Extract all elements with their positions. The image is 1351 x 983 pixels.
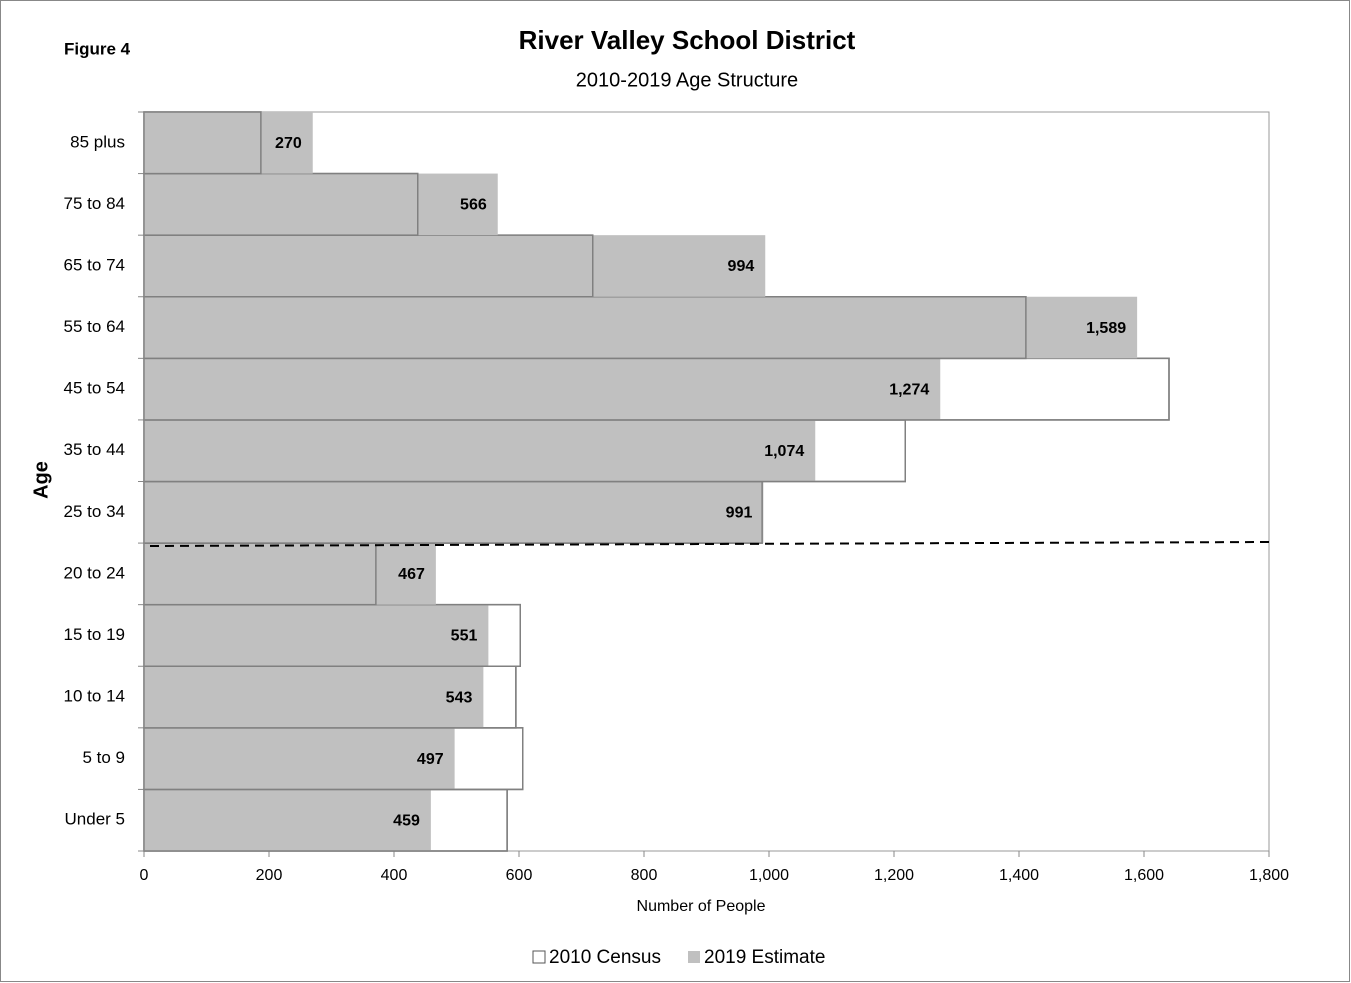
value-label: 459 xyxy=(393,812,420,829)
y-tick-label: Under 5 xyxy=(65,810,125,829)
x-tick-label: 1,200 xyxy=(874,867,914,884)
bar-2019 xyxy=(144,727,455,790)
value-label: 551 xyxy=(451,628,478,645)
x-tick-label: 600 xyxy=(506,867,533,884)
divider-line xyxy=(149,541,1270,547)
legend: 2010 Census 2019 Estimate xyxy=(532,947,825,968)
x-tick-label: 1,400 xyxy=(999,867,1039,884)
legend-label: 2019 Estimate xyxy=(704,947,825,968)
bar-2019 xyxy=(144,173,498,236)
y-tick-label: 5 to 9 xyxy=(82,748,125,767)
plot: 0 200 400 600 800 1,000 1,200 1,400 1,600 1,800 Un… xyxy=(64,111,1289,884)
x-tick-label: 400 xyxy=(381,867,408,884)
legend-swatch xyxy=(532,950,546,964)
value-label: 1,074 xyxy=(764,443,804,460)
value-label: 566 xyxy=(460,197,487,214)
bar-2019 xyxy=(144,789,431,851)
chart-title: River Valley School District xyxy=(519,25,856,55)
x-tick-label: 0 xyxy=(140,867,149,884)
x-axis-label: Number of People xyxy=(637,898,766,915)
y-tick-label: 55 to 64 xyxy=(64,317,125,336)
value-label: 994 xyxy=(728,258,755,275)
figure-label: Figure 4 xyxy=(64,39,131,58)
y-tick-label: 85 plus xyxy=(70,132,125,151)
value-label: 1,589 xyxy=(1086,320,1126,337)
value-label: 543 xyxy=(446,689,473,706)
y-tick-label: 65 to 74 xyxy=(64,255,125,274)
x-tick-label: 800 xyxy=(631,867,658,884)
chart-subtitle: 2010-2019 Age Structure xyxy=(576,69,798,91)
legend-swatch xyxy=(688,951,700,963)
x-tick-label: 1,600 xyxy=(1124,867,1164,884)
y-axis-label: Age xyxy=(30,461,52,499)
bar-2019 xyxy=(144,235,766,297)
bar-2019 xyxy=(144,112,313,174)
y-tick-label: 10 to 14 xyxy=(64,687,125,706)
value-label: 467 xyxy=(398,566,425,583)
legend-label: 2010 Census xyxy=(549,947,661,968)
value-label: 497 xyxy=(417,751,444,768)
y-tick-label: 20 to 24 xyxy=(64,563,125,582)
x-tick-label: 200 xyxy=(256,867,283,884)
bar-2019 xyxy=(144,296,1138,359)
y-tick-label: 15 to 19 xyxy=(64,625,125,644)
bar-2019 xyxy=(144,666,484,728)
bar-2019 xyxy=(144,419,816,482)
y-tick-label: 75 to 84 xyxy=(64,194,125,213)
value-label: 991 xyxy=(726,505,753,522)
bar-2019 xyxy=(144,358,941,420)
value-label: 270 xyxy=(275,135,302,152)
y-tick-label: 35 to 44 xyxy=(64,440,125,459)
bar-2019 xyxy=(144,481,764,544)
x-tick-label: 1,000 xyxy=(749,867,789,884)
bar-2019 xyxy=(144,604,489,667)
y-tick-label: 45 to 54 xyxy=(64,379,125,398)
bar-2019 xyxy=(144,543,436,605)
x-tick-label: 1,800 xyxy=(1249,867,1289,884)
value-label: 1,274 xyxy=(889,381,929,398)
y-tick-label: 25 to 34 xyxy=(64,502,125,521)
